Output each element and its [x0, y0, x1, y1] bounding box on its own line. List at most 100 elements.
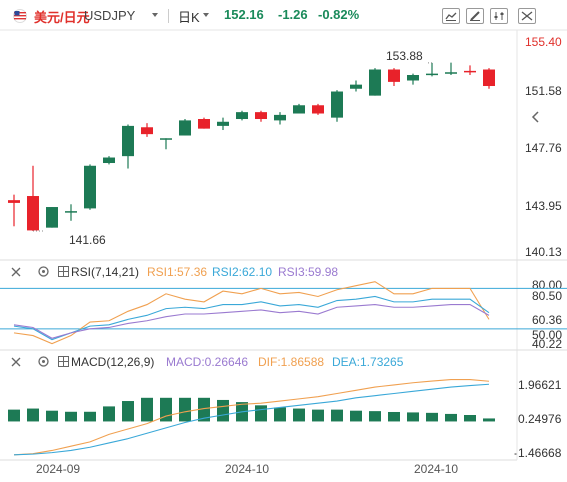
candle-up — [293, 105, 305, 114]
macd-bar — [8, 409, 20, 422]
draw-tool-button[interactable] — [466, 8, 484, 24]
macd-bar — [103, 406, 115, 422]
date-axis-label: 2024-10 — [225, 462, 270, 476]
line-chart-icon — [445, 12, 457, 21]
rsi-title: RSI(7,14,21) — [71, 265, 140, 279]
candle-up — [122, 125, 134, 157]
rsi-line-rsi1 — [13, 281, 490, 345]
candle-up — [103, 157, 115, 164]
rsi-line-rsi2 — [13, 295, 490, 341]
candle-up — [274, 114, 286, 121]
macd-bar — [65, 411, 77, 422]
rsi-line-rsi3 — [13, 304, 490, 339]
candle-up — [160, 138, 172, 140]
symbol-dropdown-icon[interactable] — [152, 13, 158, 17]
macd-line-dif — [13, 378, 490, 456]
grid-icon[interactable] — [58, 266, 69, 277]
macd-value: MACD:0.26646 — [166, 355, 249, 369]
sliders-icon — [494, 12, 504, 20]
candle-up — [369, 69, 381, 96]
price-axis-label: 151.58 — [525, 84, 562, 98]
macd-bar — [350, 410, 362, 422]
last-price: 152.16 — [224, 7, 264, 22]
rsi1-value: RSI1:57.36 — [147, 265, 208, 279]
fullscreen-button[interactable] — [518, 8, 536, 24]
macd-bar — [255, 405, 267, 422]
price-axis-label: 155.40 — [525, 35, 562, 49]
candle-up — [331, 91, 343, 118]
symbol-code[interactable]: USDJPY — [84, 8, 136, 23]
period-dropdown-icon[interactable] — [203, 13, 209, 17]
chart-toolbar: 美元/日元 USDJPY 日K 152.16 -1.26 -0.82% — [0, 0, 567, 30]
price-axis-label: 140.13 — [525, 245, 562, 259]
price-change: -1.26 — [278, 7, 308, 22]
rsi2-value: RSI2:62.10 — [212, 265, 273, 279]
price-axis-label: 143.95 — [525, 199, 562, 213]
candle-up — [84, 165, 96, 209]
macd-bar — [274, 407, 286, 422]
macd-bar — [27, 408, 39, 422]
macd-bar — [426, 412, 438, 422]
candle-down — [141, 127, 153, 135]
high-price-annotation: 153.88 — [386, 49, 423, 63]
candle-down — [388, 69, 400, 82]
date-axis-label: 2024-09 — [36, 462, 81, 476]
rsi-axis-label: 50.00 — [532, 328, 563, 342]
candle-up — [217, 121, 229, 126]
candle-down — [312, 105, 324, 114]
candle-down — [27, 196, 39, 231]
candle-down — [483, 69, 495, 87]
rsi-axis-label: 80.50 — [532, 289, 563, 303]
symbol-name[interactable]: 美元/日元 — [34, 10, 90, 25]
macd-axis-label: 0.24976 — [518, 412, 562, 426]
candle-down — [255, 112, 267, 120]
macd-bar — [388, 411, 400, 422]
macd-bar — [369, 411, 381, 422]
grid-icon[interactable] — [58, 356, 69, 367]
candle-down — [198, 119, 210, 129]
macd-bar — [312, 409, 324, 422]
candle-down — [8, 200, 20, 203]
toolbar-divider — [168, 9, 169, 23]
macd-bar — [464, 415, 476, 422]
expand-icon — [521, 11, 533, 21]
date-axis-label: 2024-10 — [414, 462, 459, 476]
pencil-icon — [470, 11, 480, 21]
settings-button[interactable] — [490, 8, 508, 24]
period-selector[interactable]: 日K — [178, 10, 200, 25]
dea-value: DEA:1.73265 — [332, 355, 404, 369]
macd-bar — [445, 413, 457, 422]
gear-icon[interactable] — [37, 355, 50, 368]
rsi-axis-label: 60.36 — [532, 313, 563, 327]
chevron-left-icon[interactable] — [530, 110, 542, 124]
us-flag-icon — [13, 9, 27, 23]
macd-line-dea — [13, 383, 490, 456]
rsi3-value: RSI3:59.98 — [278, 265, 339, 279]
candle-up — [46, 207, 58, 228]
candle-up — [350, 84, 362, 89]
price-axis-label: 147.76 — [525, 141, 562, 155]
macd-axis-label: 1.96621 — [518, 378, 562, 392]
low-price-annotation: 141.66 — [69, 233, 106, 247]
macd-bar — [179, 397, 191, 422]
macd-bar — [84, 411, 96, 422]
candle-up — [426, 73, 438, 76]
macd-bar — [141, 397, 153, 422]
macd-bar — [46, 410, 58, 422]
collapse-icon[interactable] — [10, 266, 22, 278]
candle-down — [464, 70, 476, 73]
indicator-button[interactable] — [442, 8, 460, 24]
macd-bar — [407, 412, 419, 422]
macd-axis-label: -1.46668 — [514, 446, 562, 460]
macd-bar — [331, 409, 343, 422]
candle-up — [65, 211, 77, 213]
macd-bar — [483, 418, 495, 422]
macd-bar — [198, 397, 210, 422]
macd-bar — [217, 399, 229, 422]
candle-up — [179, 120, 191, 136]
collapse-icon[interactable] — [10, 356, 22, 368]
rsi-axis-label: 40.22 — [532, 337, 563, 351]
candle-up — [407, 75, 419, 81]
gear-icon[interactable] — [37, 265, 50, 278]
